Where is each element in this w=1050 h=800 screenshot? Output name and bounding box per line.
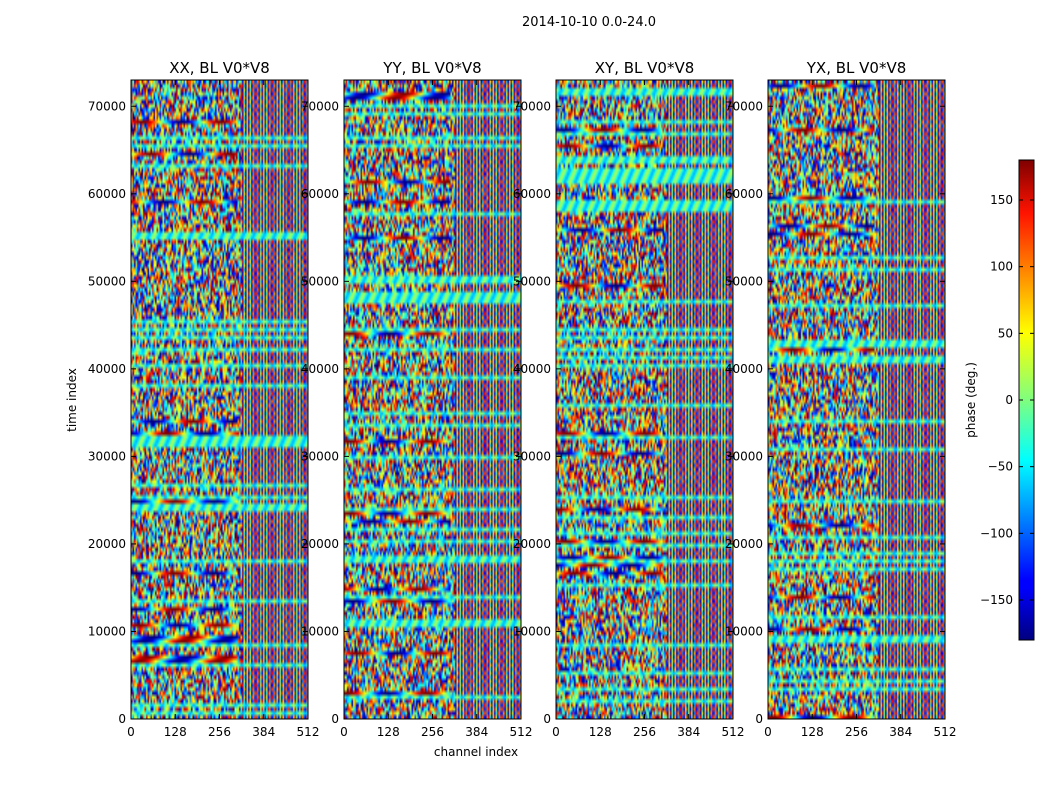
x-tick-label: 0 xyxy=(764,725,772,739)
colorbar-tick-label: 50 xyxy=(998,326,1013,340)
x-tick-label: 512 xyxy=(934,725,957,739)
y-tick-label: 60000 xyxy=(88,187,126,201)
y-tick-label: 10000 xyxy=(725,624,763,638)
y-tick-label: 70000 xyxy=(301,99,339,113)
y-tick-label: 20000 xyxy=(88,537,126,551)
colorbar-tick-label: 100 xyxy=(990,260,1013,274)
panel-title: XY, BL V0*V8 xyxy=(595,59,695,77)
y-tick-label: 60000 xyxy=(301,187,339,201)
y-tick-label: 30000 xyxy=(88,449,126,463)
y-tick-label: 30000 xyxy=(513,449,551,463)
y-tick-label: 10000 xyxy=(88,624,126,638)
x-tick-label: 0 xyxy=(127,725,135,739)
colorbar-label: phase (deg.) xyxy=(964,362,978,438)
y-tick-label: 50000 xyxy=(513,274,551,288)
colorbar: phase (deg.) −150 −100 −50 0 50 100 150 xyxy=(964,159,1035,641)
y-tick-label: 20000 xyxy=(513,537,551,551)
y-tick-label: 40000 xyxy=(513,362,551,376)
x-tick-label: 128 xyxy=(377,725,400,739)
x-tick-label: 256 xyxy=(421,725,444,739)
x-tick-label: 512 xyxy=(297,725,320,739)
y-tick-label: 40000 xyxy=(725,362,763,376)
x-tick-label: 512 xyxy=(722,725,745,739)
y-tick-label: 20000 xyxy=(301,537,339,551)
x-tick-label: 128 xyxy=(801,725,824,739)
x-tick-label: 384 xyxy=(889,725,912,739)
heatmap-image xyxy=(131,80,308,719)
heatmap-image xyxy=(768,80,945,719)
x-tick-label: 384 xyxy=(465,725,488,739)
panels-layer: XX, BL V0*V8 0 128 256 384 512 0 10000 20000 3000… xyxy=(88,59,957,739)
x-tick-label: 128 xyxy=(164,725,187,739)
y-tick-label: 30000 xyxy=(725,449,763,463)
y-tick-label: 50000 xyxy=(301,274,339,288)
y-tick-label: 0 xyxy=(755,712,763,726)
y-tick-label: 10000 xyxy=(513,624,551,638)
y-tick-label: 0 xyxy=(118,712,126,726)
panel-title: XX, BL V0*V8 xyxy=(169,59,270,77)
panel-yy: YY, BL V0*V8 0 128 256 384 512 0 10000 20000 3000… xyxy=(301,59,533,739)
y-tick-label: 70000 xyxy=(513,99,551,113)
y-tick-label: 60000 xyxy=(725,187,763,201)
colorbar-tick-label: 0 xyxy=(1005,393,1013,407)
colorbar-tick-label: −100 xyxy=(980,526,1013,540)
panel-xy: XY, BL V0*V8 0 128 256 384 512 0 10000 20000 3000… xyxy=(513,59,745,739)
y-tick-label: 40000 xyxy=(301,362,339,376)
colorbar-tick-label: −150 xyxy=(980,593,1013,607)
heatmap-image xyxy=(344,80,521,719)
x-tick-label: 256 xyxy=(845,725,868,739)
y-tick-label: 50000 xyxy=(88,274,126,288)
y-tick-label: 60000 xyxy=(513,187,551,201)
y-tick-label: 0 xyxy=(331,712,339,726)
y-axis-label: time index xyxy=(65,368,79,432)
colorbar-tick-label: −50 xyxy=(988,460,1013,474)
panel-title: YX, BL V0*V8 xyxy=(806,59,907,77)
x-tick-label: 384 xyxy=(252,725,275,739)
figure-suptitle: 2014-10-10 0.0-24.0 xyxy=(522,15,656,30)
x-tick-label: 384 xyxy=(677,725,700,739)
x-tick-label: 0 xyxy=(552,725,560,739)
y-tick-label: 70000 xyxy=(88,99,126,113)
y-tick-label: 20000 xyxy=(725,537,763,551)
y-tick-label: 0 xyxy=(543,712,551,726)
colorbar-tick-label: 150 xyxy=(990,193,1013,207)
y-tick-label: 30000 xyxy=(301,449,339,463)
panel-xx: XX, BL V0*V8 0 128 256 384 512 0 10000 20000 3000… xyxy=(88,59,320,739)
panel-yx: YX, BL V0*V8 0 128 256 384 512 0 10000 20000 3000… xyxy=(725,59,957,739)
y-tick-label: 70000 xyxy=(725,99,763,113)
y-tick-label: 40000 xyxy=(88,362,126,376)
panel-title: YY, BL V0*V8 xyxy=(382,59,481,77)
y-tick-label: 10000 xyxy=(301,624,339,638)
x-tick-label: 256 xyxy=(633,725,656,739)
x-tick-label: 128 xyxy=(589,725,612,739)
x-axis-label: channel index xyxy=(434,745,518,759)
y-tick-label: 50000 xyxy=(725,274,763,288)
x-tick-label: 0 xyxy=(340,725,348,739)
x-tick-label: 256 xyxy=(208,725,231,739)
heatmap-image xyxy=(556,80,733,719)
x-tick-label: 512 xyxy=(510,725,533,739)
